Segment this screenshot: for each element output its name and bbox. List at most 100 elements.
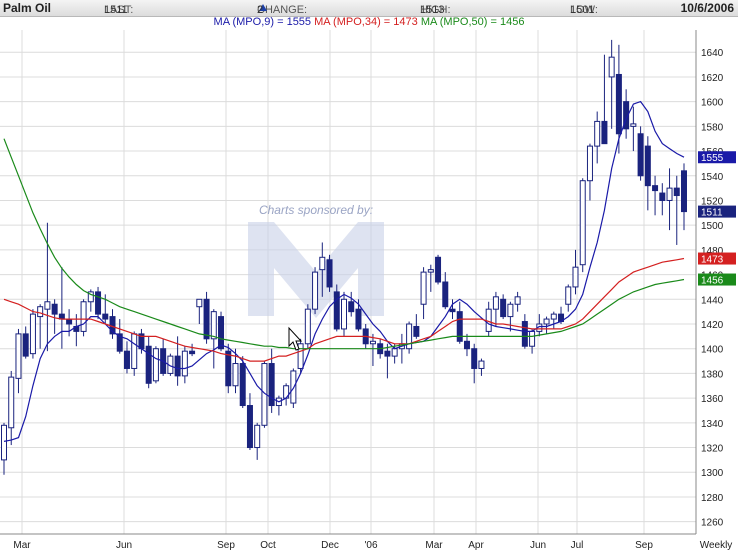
candle [333, 284, 340, 332]
value-tag-label: 1511 [701, 208, 723, 219]
sponsor-logo [248, 222, 384, 318]
candle-body [644, 145, 651, 187]
candle [652, 175, 659, 216]
candle-body [355, 308, 362, 330]
candle [420, 267, 427, 320]
candle [478, 358, 485, 376]
change-label: CHANGE: [257, 4, 308, 16]
candle-body [333, 291, 340, 330]
candle-body [652, 185, 659, 192]
candle-body [95, 291, 102, 315]
candle-body [326, 259, 333, 288]
candle [427, 264, 434, 292]
value-tag-label: 1473 [701, 255, 724, 266]
candle-body [601, 120, 608, 145]
candle-body [529, 330, 536, 347]
candle [369, 333, 376, 366]
candle-body [442, 281, 449, 308]
candle-body [51, 303, 58, 315]
x-tick-label: Jun [530, 540, 546, 550]
candle-body [659, 192, 666, 201]
candle [630, 106, 637, 152]
candle [586, 143, 593, 201]
value-tag-box [698, 205, 736, 218]
y-tick-label: 1260 [701, 518, 724, 529]
candle-body [181, 350, 188, 377]
candle [225, 343, 232, 394]
candle [514, 291, 521, 312]
grid [0, 30, 696, 534]
candle-body [196, 298, 203, 308]
candle-body [218, 316, 225, 350]
y-tick-label: 1400 [701, 345, 724, 356]
candle [239, 356, 246, 408]
candle-body [608, 56, 615, 78]
value-tag-label: 1555 [701, 153, 724, 164]
candle-body [152, 348, 159, 382]
mouse-cursor-icon [288, 326, 303, 351]
candle-body [203, 298, 210, 340]
candle-body [145, 345, 152, 384]
candle [565, 284, 572, 312]
candle [268, 348, 275, 413]
y-tick-label: 1280 [701, 493, 724, 504]
candle-body [550, 313, 557, 320]
candle [623, 89, 630, 139]
candle [435, 254, 442, 285]
candle [492, 291, 499, 327]
candle [413, 314, 420, 339]
x-tick-label: Jul [571, 540, 584, 550]
candle [145, 336, 152, 389]
candle [160, 338, 167, 376]
x-tick-label: '06 [364, 540, 377, 550]
candle [246, 393, 253, 450]
ma-legend: MA (MPO,9) = 1555 MA (MPO,34) = 1473 MA … [0, 16, 738, 28]
candle-body [210, 311, 217, 340]
x-tick-label: Mar [13, 540, 31, 550]
candle-body [500, 298, 507, 318]
ma-line [3, 138, 685, 350]
x-tick-label: Apr [468, 540, 484, 550]
candle [109, 309, 116, 339]
candle-body [8, 376, 15, 429]
candle-body [369, 340, 376, 345]
chart-header: Palm Oil LAST: 1511 CHANGE: 2 HIGH: 1513 … [0, 0, 738, 17]
candle [1, 422, 7, 475]
candle [29, 309, 36, 359]
candle [283, 383, 290, 406]
y-tick-label: 1580 [701, 122, 724, 133]
candle [341, 291, 347, 337]
candle [666, 168, 673, 231]
candle-body [615, 73, 622, 135]
y-tick-label: 1540 [701, 172, 724, 183]
value-tag-box [698, 151, 736, 164]
candle-body [384, 350, 391, 357]
change-value: 2 [257, 4, 264, 16]
candle-body [681, 170, 687, 213]
x-tick-label: Weekly [700, 540, 733, 550]
candle [254, 422, 261, 460]
y-tick-label: 1380 [701, 369, 724, 380]
candle [608, 39, 615, 129]
candle [123, 341, 130, 374]
candle [58, 267, 65, 349]
candle [304, 304, 311, 349]
candle [210, 309, 217, 369]
sponsor-watermark: Charts sponsored by: [248, 203, 384, 318]
candle-body [1, 424, 7, 461]
candle [95, 286, 102, 320]
candle-body [87, 291, 94, 303]
x-tick-label: Sep [635, 540, 653, 550]
candle [189, 343, 196, 357]
candle [196, 298, 203, 324]
candle [463, 333, 470, 357]
value-tag-box [698, 273, 736, 286]
ma-legend-9: MA (MPO,9) = 1555 [213, 16, 312, 28]
last-label: LAST: [104, 4, 134, 16]
symbol-name: Palm Oil [3, 1, 52, 15]
candle-body [579, 180, 586, 266]
value-tag: 1473 [698, 252, 736, 266]
y-tick-label: 1640 [701, 48, 724, 59]
candle-body [449, 308, 456, 313]
candle-body [521, 321, 528, 347]
